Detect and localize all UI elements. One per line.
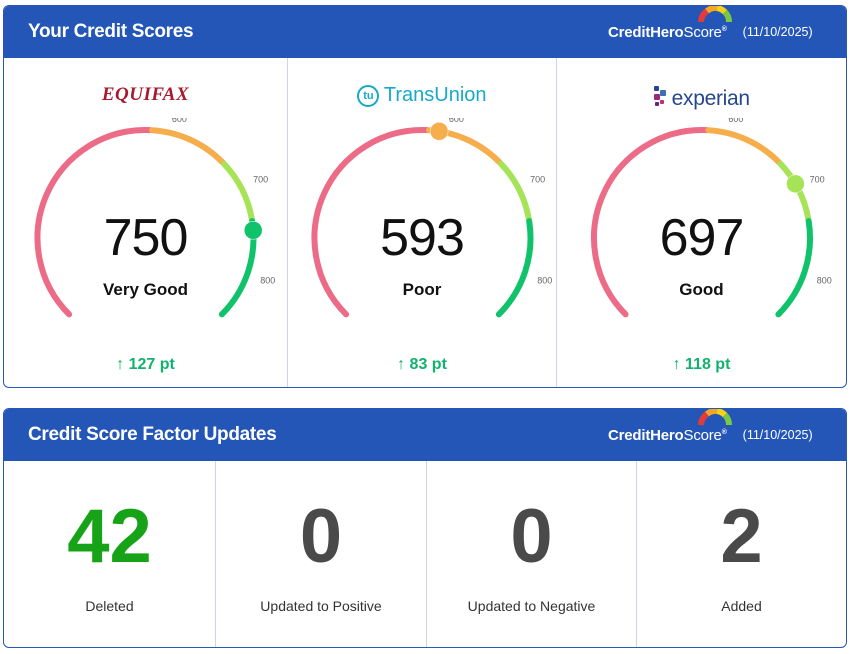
equifax-change: ↑ 127 pt (116, 356, 175, 373)
equifax-score: 750 (103, 209, 189, 267)
transunion-change: ↑ 83 pt (397, 356, 447, 373)
experian-dots-icon (654, 86, 667, 106)
gauge-band-3 (775, 218, 813, 318)
updated-positive-label: Updated to Positive (260, 598, 382, 614)
credithero-gauge-icon (697, 6, 732, 22)
factors-date: (11/10/2025) (742, 428, 813, 442)
experian-rating: Good (679, 280, 724, 299)
experian-change: ↑ 118 pt (672, 356, 731, 373)
bureau-scores-row: EQUIFAX 600 700 800 750 Very Good ↑ 127 pt… (4, 58, 846, 387)
scores-date: (11/10/2025) (742, 25, 813, 39)
gauge-band-1 (148, 127, 226, 166)
gauge-tick-label: 600 (172, 118, 187, 124)
transunion-rating: Poor (402, 280, 442, 299)
gauge-tick-label: 700 (530, 175, 545, 185)
gauge-band-0 (591, 127, 710, 318)
factor-updates-title: Credit Score Factor Updates (28, 424, 277, 445)
credithero-logo: CreditHeroScore® (608, 409, 732, 444)
equifax-logo: EQUIFAX (101, 84, 190, 105)
transunion-mark-icon: tu (357, 84, 380, 107)
gauge-tick-label: 800 (817, 276, 832, 286)
transunion-logo: tu TransUnion (288, 84, 556, 114)
updated-negative-label: Updated to Negative (467, 598, 596, 614)
gauge-tick-label: 600 (449, 118, 464, 124)
up-arrow-icon: ↑ (116, 356, 125, 373)
gauge-tick-label: 800 (260, 276, 275, 286)
factor-updates-header: Credit Score Factor Updates CreditHeroSc… (4, 409, 846, 461)
factor-updates-card: Credit Score Factor Updates CreditHeroSc… (3, 408, 847, 648)
factor-added: 2 Added (636, 461, 846, 647)
factor-stats-row: 42 Deleted 0 Updated to Positive 0 Updat… (4, 461, 846, 647)
credithero-gauge-icon (697, 409, 732, 425)
factor-deleted: 42 Deleted (4, 461, 215, 647)
experian-score-panel: experian 600 700 800 697 Good ↑ 118 pt (556, 58, 846, 387)
gauge-band-0 (311, 127, 431, 318)
credithero-brand: CreditHeroScore® (11/10/2025) (608, 409, 813, 461)
transunion-score: 593 (380, 209, 465, 267)
deleted-label: Deleted (85, 598, 134, 614)
experian-score: 697 (659, 209, 745, 267)
updated-positive-count: 0 (299, 494, 343, 579)
gauge-band-2 (498, 160, 532, 223)
gauge-band-1 (705, 127, 783, 166)
credit-scores-title: Your Credit Scores (28, 21, 194, 42)
gauge-band-0 (34, 127, 154, 318)
gauge-score-marker (243, 221, 263, 240)
equifax-gauge: 600 700 800 (34, 118, 275, 318)
gauge-tick-label: 700 (253, 175, 268, 185)
gauge-band-2 (221, 160, 255, 223)
equifax-rating: Very Good (102, 280, 189, 299)
deleted-count: 42 (67, 494, 152, 579)
transunion-score-panel: tu TransUnion 600 700 800 593 Poor ↑ 83 pt (287, 58, 556, 387)
up-arrow-icon: ↑ (672, 356, 681, 373)
credithero-logo: CreditHeroScore® (608, 6, 732, 41)
experian-logo: experian (557, 84, 846, 114)
gauge-band-3 (495, 218, 534, 318)
credit-scores-card: Your Credit Scores CreditHeroScore® (11/… (3, 5, 847, 388)
transunion-gauge: 600 700 800 (311, 118, 552, 318)
gauge-score-marker (786, 174, 805, 194)
factor-updated-negative: 0 Updated to Negative (426, 461, 636, 647)
credit-scores-header: Your Credit Scores CreditHeroScore® (11/… (4, 6, 846, 58)
added-count: 2 (720, 494, 763, 579)
up-arrow-icon: ↑ (397, 356, 406, 373)
added-label: Added (721, 598, 762, 614)
credithero-brand: CreditHeroScore® (11/10/2025) (608, 6, 813, 58)
updated-negative-count: 0 (510, 494, 553, 579)
factor-updated-positive: 0 Updated to Positive (215, 461, 426, 647)
gauge-score-marker (429, 122, 449, 141)
experian-gauge: 600 700 800 (591, 118, 832, 318)
equifax-score-panel: EQUIFAX 600 700 800 750 Very Good ↑ 127 pt (4, 58, 287, 387)
gauge-tick-label: 600 (728, 118, 743, 124)
gauge-tick-label: 800 (537, 276, 552, 286)
gauge-tick-label: 700 (810, 175, 825, 185)
